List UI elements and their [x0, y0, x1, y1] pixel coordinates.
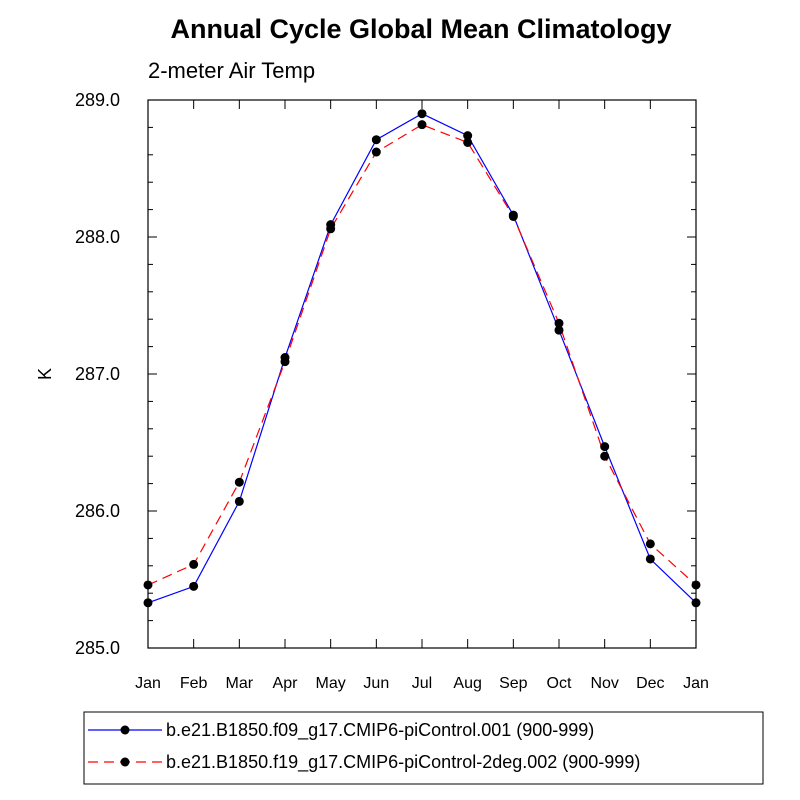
series-2-point — [234, 477, 244, 487]
series-2-point — [189, 559, 199, 569]
x-tick-label: Jan — [683, 675, 709, 692]
x-tick-label: Aug — [453, 675, 481, 692]
legend-label-2: b.e21.B1850.f19_g17.CMIP6-piControl-2deg… — [166, 752, 640, 773]
series-2-point — [417, 120, 427, 130]
legend-label-1: b.e21.B1850.f09_g17.CMIP6-piControl.001 … — [166, 720, 594, 741]
series-1-point — [463, 131, 473, 141]
legend-box — [83, 711, 764, 785]
series-1-point — [645, 554, 655, 564]
series-2-point — [463, 137, 473, 147]
x-tick-label: Oct — [547, 675, 572, 692]
y-tick-label: 285.0 — [75, 638, 120, 658]
series-2-point — [143, 580, 153, 590]
x-tick-label: Mar — [226, 675, 254, 692]
y-tick-label: 287.0 — [75, 364, 120, 384]
x-tick-label: Dec — [636, 675, 664, 692]
series-2-point — [600, 451, 610, 461]
series-2-point — [554, 318, 564, 328]
x-tick-label: Feb — [180, 675, 208, 692]
series-2-point — [326, 224, 336, 234]
chart-title: Annual Cycle Global Mean Climatology — [170, 14, 671, 44]
y-axis-label: K — [35, 368, 55, 380]
series-2-point — [691, 580, 701, 590]
series-2-point — [280, 357, 290, 367]
y-tick-label: 289.0 — [75, 90, 120, 110]
legend-marker-2 — [120, 757, 130, 767]
series-2-point — [508, 211, 518, 221]
legend: b.e21.B1850.f09_g17.CMIP6-piControl.001 … — [88, 720, 640, 773]
y-tick-label: 288.0 — [75, 227, 120, 247]
series-line-2 — [147, 124, 697, 586]
x-tick-label: Apr — [273, 675, 299, 692]
series-1-point — [417, 109, 427, 119]
series-1-point — [554, 325, 564, 335]
x-tick-label: Jan — [135, 675, 161, 692]
series-1-point — [600, 442, 610, 452]
x-tick-label: Jun — [363, 675, 389, 692]
x-tick-label: May — [316, 675, 346, 692]
series-1-point — [371, 135, 381, 145]
chart-subtitle: 2-meter Air Temp — [148, 58, 315, 83]
x-tick-label: Sep — [499, 675, 528, 692]
series-1-point — [691, 598, 701, 608]
ticks-layer: 285.0 286.0 287.0 288.0 289.0 Jan Feb Mar Apr May… — [75, 90, 709, 692]
series-layer — [143, 109, 701, 608]
x-tick-label: Jul — [412, 675, 432, 692]
x-tick-label: Nov — [590, 675, 618, 692]
series-1-point — [189, 581, 199, 591]
plot-frame — [147, 99, 697, 649]
series-1-point — [143, 598, 153, 608]
legend-marker-1 — [120, 725, 130, 735]
series-2-point — [645, 539, 655, 549]
y-tick-label: 286.0 — [75, 501, 120, 521]
series-2-point — [371, 147, 381, 157]
series-1-point — [234, 496, 244, 506]
series-line-1 — [147, 113, 697, 604]
